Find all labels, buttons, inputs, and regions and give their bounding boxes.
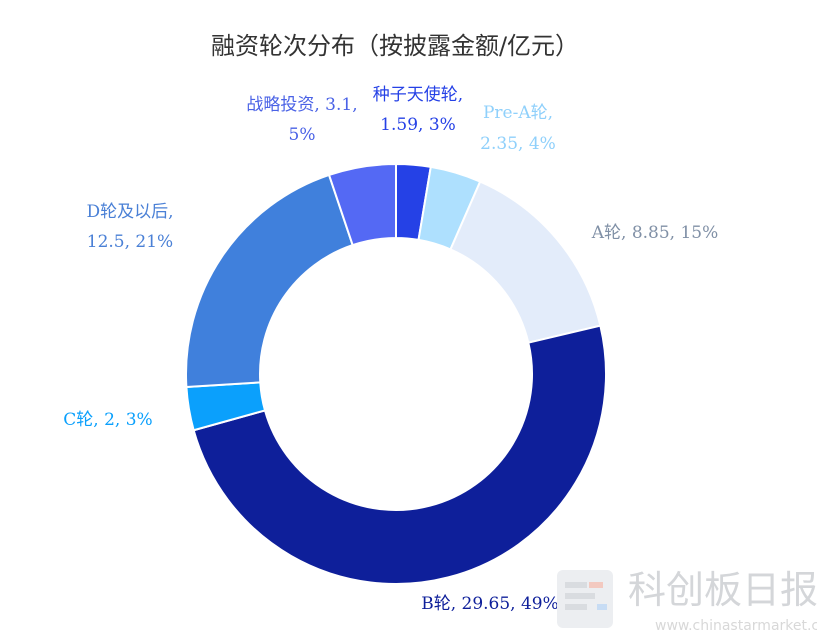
watermark-brand: 科创板日报	[628, 568, 817, 612]
label-pre-a: Pre-A轮, 2.35, 4%	[480, 103, 556, 154]
brand-logo-icon	[557, 570, 613, 628]
donut-slices	[185, 162, 607, 585]
label-line: Pre-A轮,	[483, 103, 553, 123]
watermark-url: www.chinastarmarket.cn	[655, 618, 817, 634]
slice-d-and-later	[185, 173, 354, 389]
label-line: C轮, 2, 3%	[63, 410, 152, 430]
slice-labels: 种子天使轮, 1.59, 3% Pre-A轮, 2.35, 4% A轮, 8.85, 1…	[63, 84, 718, 614]
label-line: D轮及以后,	[86, 202, 173, 222]
label-line: 12.5, 21%	[87, 232, 173, 252]
label-b-round: B轮, 29.65, 49%	[421, 594, 559, 614]
label-line: 2.35, 4%	[480, 134, 556, 154]
label-line: 5%	[289, 125, 316, 145]
label-d-and-later: D轮及以后, 12.5, 21%	[86, 202, 173, 252]
label-line: 种子天使轮,	[373, 84, 463, 105]
label-a-round: A轮, 8.85, 15%	[591, 223, 719, 243]
label-line: 战略投资, 3.1,	[246, 95, 357, 115]
chart-title: 融资轮次分布（按披露金额/亿元）	[211, 32, 579, 60]
slice-strategic	[327, 162, 397, 247]
watermark: 科创板日报 www.chinastarmarket.cn	[557, 568, 817, 634]
label-strategic: 战略投资, 3.1, 5%	[246, 95, 357, 145]
slice-b-round	[192, 324, 607, 585]
label-line: B轮, 29.65, 49%	[421, 594, 559, 614]
label-line: 1.59, 3%	[380, 115, 456, 135]
slice-a-round	[449, 180, 602, 344]
label-seed-angel: 种子天使轮, 1.59, 3%	[373, 84, 463, 135]
label-line: A轮, 8.85, 15%	[591, 223, 719, 243]
label-c-round: C轮, 2, 3%	[63, 410, 152, 430]
